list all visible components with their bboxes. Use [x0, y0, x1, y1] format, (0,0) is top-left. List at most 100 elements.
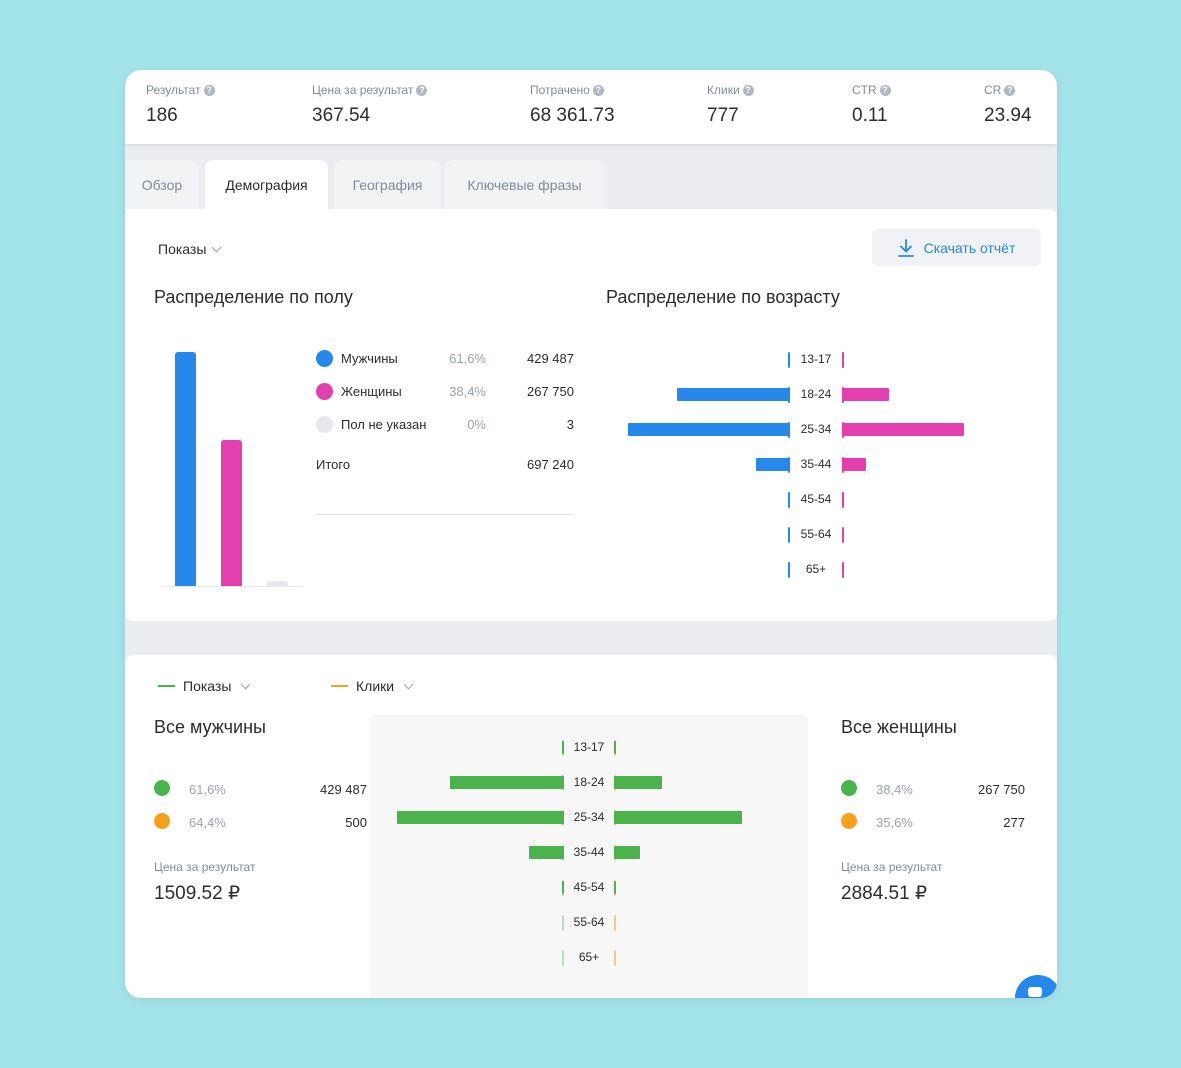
metric-cr: CR? 23.94: [984, 83, 1032, 127]
shows-percent: 61,6%: [189, 782, 226, 797]
metric-value: 777: [707, 105, 739, 126]
age-bar-women: [842, 493, 845, 506]
age-tick-right: [614, 915, 616, 931]
age-bar-men: [449, 776, 564, 789]
gender-bar-2: [221, 440, 242, 586]
age-label: 55-64: [573, 915, 605, 929]
legend-divider: [316, 514, 574, 515]
series-select-clicks[interactable]: Клики: [331, 678, 414, 694]
clicks-percent: 64,4%: [189, 815, 226, 830]
age-tick-right: [614, 950, 616, 966]
age-bar-women: [842, 423, 964, 436]
row-count: 267 750: [527, 384, 574, 399]
metric-price: Цена за результат? 367.54: [312, 83, 428, 127]
men-price-label: Цена за результат: [154, 860, 256, 874]
help-icon[interactable]: ?: [203, 84, 215, 96]
age-label: 35-44: [573, 845, 605, 859]
age-label: 65+: [578, 950, 600, 964]
series-select-shows[interactable]: Показы: [158, 678, 251, 694]
download-report-label: Скачать отчёт: [923, 239, 1016, 256]
age-label: 35-44: [800, 457, 832, 471]
help-icon[interactable]: ?: [416, 84, 428, 96]
age-label: 18-24: [573, 775, 605, 789]
age-comparison-chart-area: [370, 715, 808, 998]
age-bar-men: [787, 353, 790, 366]
metric-select[interactable]: Показы: [158, 241, 222, 257]
age-bar-men: [528, 846, 564, 859]
metric-value: 68 361.73: [530, 105, 615, 126]
age-tick-left: [788, 562, 790, 578]
metric-value: 186: [146, 105, 178, 126]
clicks-color-dot: [154, 813, 170, 829]
series-select-label: Клики: [356, 678, 395, 694]
chevron-down-icon: [211, 242, 222, 252]
row-count: 429 487: [527, 351, 574, 366]
help-icon[interactable]: ?: [879, 84, 891, 96]
help-icon[interactable]: ?: [742, 84, 754, 96]
demography-panel: Показы Скачать отчёт Распределение по по…: [125, 209, 1057, 621]
help-icon[interactable]: ?: [1004, 84, 1016, 96]
help-icon[interactable]: ?: [592, 84, 604, 96]
age-bar-men: [628, 423, 790, 436]
men-color-dot: [316, 350, 333, 367]
row-percent: 38,4%: [449, 384, 486, 399]
men-title: Все мужчины: [154, 717, 266, 737]
row-name: Мужчины: [341, 351, 398, 366]
tab-overview[interactable]: Обзор: [125, 160, 199, 209]
tab-demography[interactable]: Демография: [205, 160, 328, 209]
chevron-down-icon: [403, 679, 414, 689]
gender-chart-baseline: [161, 586, 301, 587]
metrics-bar: Результат? 186 Цена за результат? 367.54…: [125, 70, 1057, 144]
shows-color-dot: [154, 780, 170, 796]
row-percent: 61,6%: [449, 351, 486, 366]
women-color-dot: [316, 383, 333, 400]
gender-row-men: Мужчины 61,6% 429 487: [316, 348, 574, 368]
metric-label: CTR: [852, 83, 877, 97]
tab-geography[interactable]: География: [334, 160, 441, 209]
age-bar-men: [787, 493, 790, 506]
metric-spent: Потрачено? 68 361.73: [530, 83, 615, 127]
age-bar-women: [614, 846, 641, 859]
age-tick-right: [842, 562, 844, 578]
age-tick-left: [562, 915, 564, 931]
age-label: 13-17: [800, 352, 832, 366]
metric-label: CR: [984, 83, 1002, 97]
metric-clicks: Клики? 777: [707, 83, 754, 127]
metric-value: 23.94: [984, 105, 1032, 126]
clicks-percent: 35,6%: [876, 815, 913, 830]
gender-bar-1: [175, 352, 196, 586]
clicks-count: 500: [345, 815, 367, 830]
age-bar-men: [561, 881, 564, 894]
total-label: Итого: [316, 457, 351, 472]
metric-select-label: Показы: [158, 241, 207, 257]
age-label: 18-24: [800, 387, 832, 401]
age-bar-men: [561, 741, 564, 754]
metric-value: 367.54: [312, 105, 371, 126]
women-price-value: 2884.51 ₽: [841, 883, 928, 904]
row-percent: 0%: [467, 417, 486, 432]
download-icon: [897, 238, 914, 257]
series-select-label: Показы: [183, 678, 232, 694]
age-tick-right: [842, 527, 844, 543]
age-bar-women: [614, 741, 617, 754]
gender-row-total: Итого 697 240: [316, 454, 574, 474]
metric-label: Клики: [707, 83, 740, 97]
age-label: 55-64: [800, 527, 832, 541]
women-price-label: Цена за результат: [841, 860, 943, 874]
age-label: 25-34: [573, 810, 605, 824]
gender-row-unknown: Пол не указан 0% 3: [316, 414, 574, 434]
age-title: Распределение по возрасту: [606, 287, 840, 307]
age-bar-women: [614, 811, 742, 824]
age-tick-left: [562, 950, 564, 966]
men-price-value: 1509.52 ₽: [154, 883, 241, 904]
tab-keywords[interactable]: Ключевые фразы: [445, 160, 604, 209]
age-label: 45-54: [800, 492, 832, 506]
shows-count: 429 487: [320, 782, 367, 797]
age-bar-men: [396, 811, 564, 824]
age-bar-women: [842, 353, 845, 366]
age-bar-men: [755, 458, 790, 471]
shows-count: 267 750: [978, 782, 1025, 797]
download-report-button[interactable]: Скачать отчёт: [872, 229, 1041, 266]
metric-label: Потрачено: [530, 83, 590, 97]
age-bar-women: [842, 458, 867, 471]
